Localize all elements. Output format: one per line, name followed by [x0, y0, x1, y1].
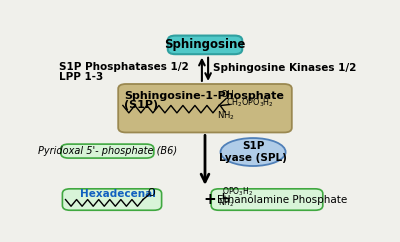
FancyBboxPatch shape [211, 189, 323, 210]
Text: Sphingosine-1-Phosphate: Sphingosine-1-Phosphate [124, 91, 284, 101]
Text: LPP 1-3: LPP 1-3 [59, 72, 104, 82]
Text: S1P Phosphatases 1/2: S1P Phosphatases 1/2 [59, 62, 189, 72]
Ellipse shape [220, 138, 286, 166]
FancyBboxPatch shape [168, 36, 242, 54]
FancyBboxPatch shape [61, 144, 154, 158]
Text: Sphingosine: Sphingosine [164, 38, 246, 51]
FancyBboxPatch shape [62, 189, 162, 210]
Text: OPO$_3$H$_2$: OPO$_3$H$_2$ [222, 186, 253, 198]
Text: O: O [148, 188, 156, 198]
Text: +: + [203, 192, 216, 207]
Text: (S1P): (S1P) [124, 99, 158, 110]
Text: OH: OH [221, 90, 234, 99]
Text: Ethanolamine Phosphate: Ethanolamine Phosphate [217, 196, 348, 205]
FancyBboxPatch shape [118, 84, 292, 132]
Text: CH$_2$OPO$_3$H$_2$: CH$_2$OPO$_3$H$_2$ [226, 97, 274, 109]
Text: NH$_2$: NH$_2$ [217, 110, 234, 122]
Text: Pyridoxal 5'- phosphate (B6): Pyridoxal 5'- phosphate (B6) [38, 146, 177, 156]
Text: S1P
Lyase (SPL): S1P Lyase (SPL) [219, 141, 287, 163]
Text: Hexadecenal: Hexadecenal [80, 189, 156, 199]
Text: Sphingosine Kinases 1/2: Sphingosine Kinases 1/2 [213, 63, 356, 73]
Text: NH$_2$: NH$_2$ [218, 197, 234, 209]
